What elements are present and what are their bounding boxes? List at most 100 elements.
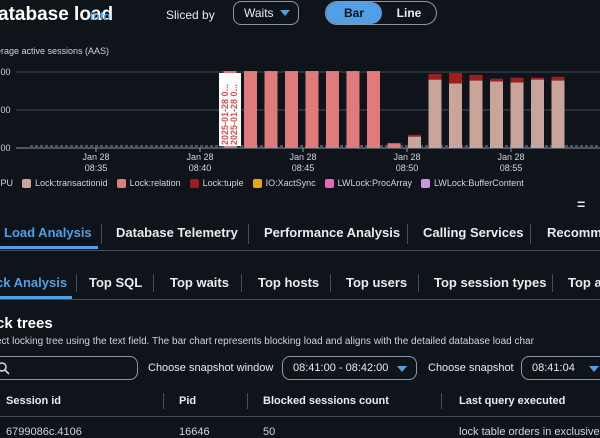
legend-label: LWLock:ProcArray (337, 178, 413, 188)
bar-lock-tuple[interactable] (428, 73, 442, 80)
tab-database-telemetry[interactable]: Database Telemetry (116, 225, 238, 240)
x-tick-label: Jan 28 (289, 152, 316, 162)
legend-item[interactable]: CPU (0, 178, 13, 188)
snapshot-value: 08:41:04 (532, 362, 575, 374)
y-axis-label: erage active sessions (AAS) (0, 46, 110, 56)
bar-lock-tuple[interactable] (469, 74, 483, 81)
bar-lock-relation[interactable] (264, 71, 278, 148)
annotation-line-2: 2025-01-28 0... (229, 83, 239, 145)
lock-tree-search-input[interactable] (0, 356, 138, 380)
bar-lock-tuple[interactable] (510, 77, 524, 83)
legend-swatch (324, 178, 334, 188)
bar-lock-transactionid[interactable] (428, 79, 442, 148)
legend-item[interactable]: Lock:relation (116, 178, 181, 188)
bar-lock-relation[interactable] (387, 143, 401, 148)
legend-item[interactable]: LWLock:ProcArray (324, 178, 413, 188)
table-cell-last-query: lock table orders in exclusive (459, 426, 600, 438)
bar-lock-transactionid[interactable] (551, 80, 565, 148)
active-subtab-indicator (0, 296, 72, 299)
legend-item[interactable]: Lock:transactionid (22, 178, 108, 188)
bar-lock-relation[interactable] (285, 71, 298, 148)
tab-top-sql[interactable]: Top SQL (89, 275, 143, 290)
sliced-by-value: Waits (244, 6, 274, 20)
x-tick-label: 08:55 (500, 163, 523, 173)
search-icon (0, 362, 10, 375)
view-toggle[interactable]: Bar Line (325, 1, 437, 25)
info-link[interactable]: Info (90, 11, 111, 23)
sub-tabs: ck Analysis Top SQL Top waits Top hosts … (0, 268, 600, 300)
active-tab-indicator (0, 246, 98, 249)
legend-swatch (252, 178, 262, 188)
column-header-pid[interactable]: Pid (179, 395, 197, 407)
legend-label: IO:XactSync (265, 178, 316, 188)
column-header-session-id[interactable]: Session id (6, 395, 62, 407)
snapshot-select[interactable]: 08:41:04 (521, 356, 600, 380)
legend-swatch (189, 178, 199, 188)
legend-label: Lock:tuple (202, 178, 244, 188)
bar-lock-relation[interactable] (326, 71, 339, 148)
snapshot-window-label: Choose snapshot window (148, 362, 274, 374)
table-header-row (0, 388, 600, 417)
column-header-last-query[interactable]: Last query executed (459, 395, 566, 407)
tab-recommendations[interactable]: Recomme (547, 225, 600, 240)
bar-lock-relation[interactable] (244, 71, 257, 148)
section-description: ect locking tree using the text field. T… (0, 336, 534, 347)
bar-lock-transactionid[interactable] (531, 79, 544, 148)
bar-lock-tuple[interactable] (531, 77, 544, 80)
legend-swatch (421, 178, 431, 188)
snapshot-label: Choose snapshot (428, 362, 514, 374)
column-header-blocked-count[interactable]: Blocked sessions count (263, 395, 389, 407)
line-view-button[interactable]: Line (396, 6, 422, 20)
section-title: ck trees (0, 315, 53, 332)
bar-lock-transactionid[interactable] (449, 83, 462, 148)
legend-item[interactable]: Lock:tuple (189, 178, 244, 188)
tab-calling-services[interactable]: Calling Services (423, 225, 524, 240)
tab-load-analysis[interactable]: Load Analysis (4, 225, 92, 240)
tab-lock-analysis[interactable]: ck Analysis (0, 275, 68, 290)
settings-icon[interactable]: = (577, 196, 586, 212)
tab-top-waits[interactable]: Top waits (170, 275, 229, 290)
tab-performance-analysis[interactable]: Performance Analysis (264, 225, 401, 240)
x-tick-label: 08:50 (396, 163, 419, 173)
x-tick-label: Jan 28 (497, 152, 524, 162)
tab-top-more[interactable]: Top a (568, 275, 600, 290)
bar-lock-relation[interactable] (305, 71, 319, 148)
x-tick-label: Jan 28 (82, 152, 109, 162)
bar-lock-transactionid[interactable] (510, 82, 524, 148)
bar-lock-transactionid[interactable] (408, 136, 421, 148)
bar-lock-tuple[interactable] (551, 76, 565, 81)
legend-label: Lock:relation (129, 178, 181, 188)
table-cell-pid: 16646 (179, 426, 210, 438)
bar-lock-tuple[interactable] (408, 134, 421, 137)
legend-item[interactable]: IO:XactSync (252, 178, 316, 188)
bar-lock-relation[interactable] (346, 71, 360, 148)
sliced-by-dropdown[interactable]: Waits (233, 1, 299, 25)
tab-top-hosts[interactable]: Top hosts (258, 275, 320, 290)
table-cell-session-id[interactable]: 6799086c.4106 (6, 426, 82, 438)
table-cell-blocked-count: 50 (263, 426, 276, 438)
legend-item[interactable]: LWLock:BufferContent (421, 178, 524, 188)
snapshot-window-value: 08:41:00 - 08:42:00 (293, 362, 389, 374)
legend-swatch (22, 178, 32, 188)
snapshot-annotation: 2025-01-28 0... 2025-01-28 0... (219, 73, 241, 146)
bar-view-button[interactable]: Bar (326, 2, 382, 24)
y-tick-label: .00 (0, 67, 11, 77)
chevron-down-icon (589, 366, 599, 372)
tab-top-session-types[interactable]: Top session types (434, 275, 547, 290)
bar-lock-relation[interactable] (367, 71, 380, 148)
bar-lock-transactionid[interactable] (490, 81, 503, 149)
tab-top-users[interactable]: Top users (346, 275, 408, 290)
snapshot-window-select[interactable]: 08:41:00 - 08:42:00 (282, 356, 417, 380)
legend-label: Lock:transactionid (35, 178, 108, 188)
y-tick-label: .00 (0, 143, 11, 153)
x-tick-label: 08:40 (189, 163, 212, 173)
page-title: atabase load (0, 4, 114, 25)
chevron-down-icon (397, 366, 407, 372)
bar-lock-tuple[interactable] (449, 72, 462, 84)
bar-lock-tuple[interactable] (490, 78, 503, 82)
y-tick-label: .00 (0, 105, 11, 115)
chevron-down-icon (280, 10, 290, 16)
sliced-by-label: Sliced by (166, 8, 215, 22)
bar-lock-transactionid[interactable] (469, 80, 483, 148)
